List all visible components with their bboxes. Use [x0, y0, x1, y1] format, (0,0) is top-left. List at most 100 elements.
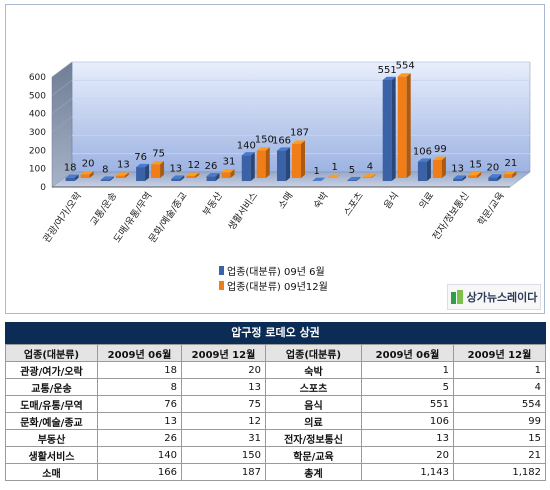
table-cell-value: 5 [361, 378, 454, 396]
bar-top-dec-6 [292, 140, 305, 144]
table-cell-value: 76 [97, 395, 182, 413]
table-cell-value: 15 [453, 429, 546, 447]
x-tick-label: 스포츠 [342, 190, 366, 218]
legend-label-dec: 업종(대분류) 09년12월 [227, 282, 328, 293]
y-tick-label: 200 [29, 146, 46, 156]
bar-dec-9 [397, 76, 407, 178]
bar-side-jun-4 [215, 173, 220, 181]
bar-dec-3 [186, 175, 196, 178]
data-label-jun: 76 [134, 152, 147, 163]
table-header-row: 업종(대분류) 2009년 06월 2009년 12월 업종(대분류) 2009… [5, 344, 546, 362]
table-cell-category: 부동산 [5, 429, 98, 447]
table-cell-category: 관광/여가/오락 [5, 361, 98, 379]
bar-jun-1 [100, 179, 110, 181]
bar-top-jun-3 [171, 175, 185, 179]
bar-side-dec-9 [406, 73, 411, 178]
table-cell-value: 26 [97, 429, 182, 447]
bar-side-jun-8 [356, 176, 361, 181]
table-cell-value: 31 [181, 429, 266, 447]
bar-side-dec-6 [301, 140, 305, 178]
table-cell-total-label: 총계 [265, 463, 362, 481]
table-cell-value: 13 [361, 429, 454, 447]
bar-top-jun-9 [382, 76, 396, 80]
table-cell-total-value: 1,182 [453, 463, 546, 481]
bar-top-jun-10 [417, 158, 431, 162]
x-tick-label: 생활서비스 [225, 190, 260, 233]
table-row: 생활서비스 140 150 학문/교육 20 21 [5, 446, 546, 464]
bar-top-jun-2 [136, 163, 150, 168]
bar-top-jun-7 [312, 177, 326, 181]
bar-side-jun-2 [145, 163, 150, 181]
bar-side-dec-8 [371, 174, 376, 178]
bar-jun-4 [206, 176, 216, 181]
table-cell-value: 106 [361, 412, 454, 430]
table-cell-value: 12 [181, 412, 266, 430]
header-jun-left: 2009년 06월 [97, 344, 182, 362]
watermark-text: 상가뉴스레이다 [466, 291, 538, 304]
table-cell-category: 소매 [5, 463, 98, 481]
bar-side-dec-10 [441, 156, 446, 178]
table-cell-value: 166 [97, 463, 182, 481]
table-cell-value: 20 [181, 361, 266, 379]
bar-jun-3 [171, 178, 181, 181]
data-label-dec: 4 [367, 161, 373, 172]
y-tick-label: 400 [29, 110, 46, 120]
legend-swatch-orange [219, 281, 224, 290]
data-label-dec: 15 [469, 159, 482, 170]
y-tick-label: 600 [29, 73, 46, 83]
table-cell-category: 의료 [265, 412, 362, 430]
bar-top-dec-7 [327, 174, 341, 178]
bar-dec-8 [362, 177, 372, 178]
bar-side-jun-11 [462, 175, 467, 181]
data-label-jun: 8 [102, 165, 108, 176]
logo-icon [450, 290, 463, 304]
bar-side-jun-7 [321, 177, 326, 181]
table-cell-category: 숙박 [265, 361, 362, 379]
y-tick-label: 500 [29, 91, 46, 101]
x-tick-label: 숙박 [312, 190, 331, 211]
table-title: 압구정 로데오 상권 [5, 322, 546, 344]
chart-legend: 업종(대분류) 09년 6월 업종(대분류) 09년12월 [219, 263, 328, 293]
data-table: 압구정 로데오 상권 업종(대분류) 2009년 06월 2009년 12월 업… [5, 322, 546, 481]
header-jun-right: 2009년 06월 [361, 344, 454, 362]
x-tick-label: 문화/예술/종교 [147, 190, 190, 245]
data-label-dec: 1 [332, 162, 338, 173]
bar-top-dec-5 [256, 147, 270, 151]
bar-top-jun-1 [100, 176, 114, 180]
bar-side-jun-10 [426, 158, 431, 181]
x-tick-label: 의료 [417, 190, 436, 211]
table-cell-category: 교통/운송 [5, 378, 98, 396]
bar-top-dec-1 [115, 172, 129, 176]
bar-side-dec-3 [195, 172, 200, 178]
data-label-dec: 21 [505, 158, 518, 169]
bar-side-dec-7 [336, 174, 341, 178]
bar-side-jun-1 [109, 176, 114, 181]
data-label-jun: 166 [272, 136, 291, 147]
y-tick-label: 300 [29, 128, 46, 138]
table-cell-value: 75 [181, 395, 266, 413]
bar-top-jun-4 [206, 173, 220, 177]
header-dec-left: 2009년 12월 [181, 344, 266, 362]
header-category-left: 업종(대분류) [5, 344, 98, 362]
bar-side-jun-5 [250, 152, 255, 181]
bar-side-dec-0 [89, 171, 94, 178]
legend-swatch-blue [219, 266, 224, 275]
table-cell-category: 전자/정보통신 [265, 429, 362, 447]
table-row: 도매/유통/무역 76 75 음식 551 554 [5, 395, 546, 413]
bar-side-jun-9 [391, 76, 396, 181]
table-cell-value: 554 [453, 395, 546, 413]
bar-dec-2 [151, 164, 161, 178]
header-category-right: 업종(대분류) [265, 344, 362, 362]
bar-jun-10 [417, 161, 427, 181]
bar-top-jun-12 [488, 174, 502, 178]
bar-top-dec-9 [397, 73, 411, 77]
y-tick-label: 0 [40, 183, 46, 193]
chart-panel: 0 100 200 300 400 500 600 18 20 관광/여가/오락 8 13 교통/운송 7… [5, 4, 545, 314]
data-label-dec: 150 [255, 135, 274, 146]
table-cell-value: 21 [453, 446, 546, 464]
x-tick-label: 전자/정보통신 [431, 190, 472, 242]
bar-jun-6 [277, 150, 286, 181]
bar-dec-12 [503, 174, 513, 178]
gridline-side [51, 61, 73, 78]
table-cell-value: 4 [453, 378, 546, 396]
